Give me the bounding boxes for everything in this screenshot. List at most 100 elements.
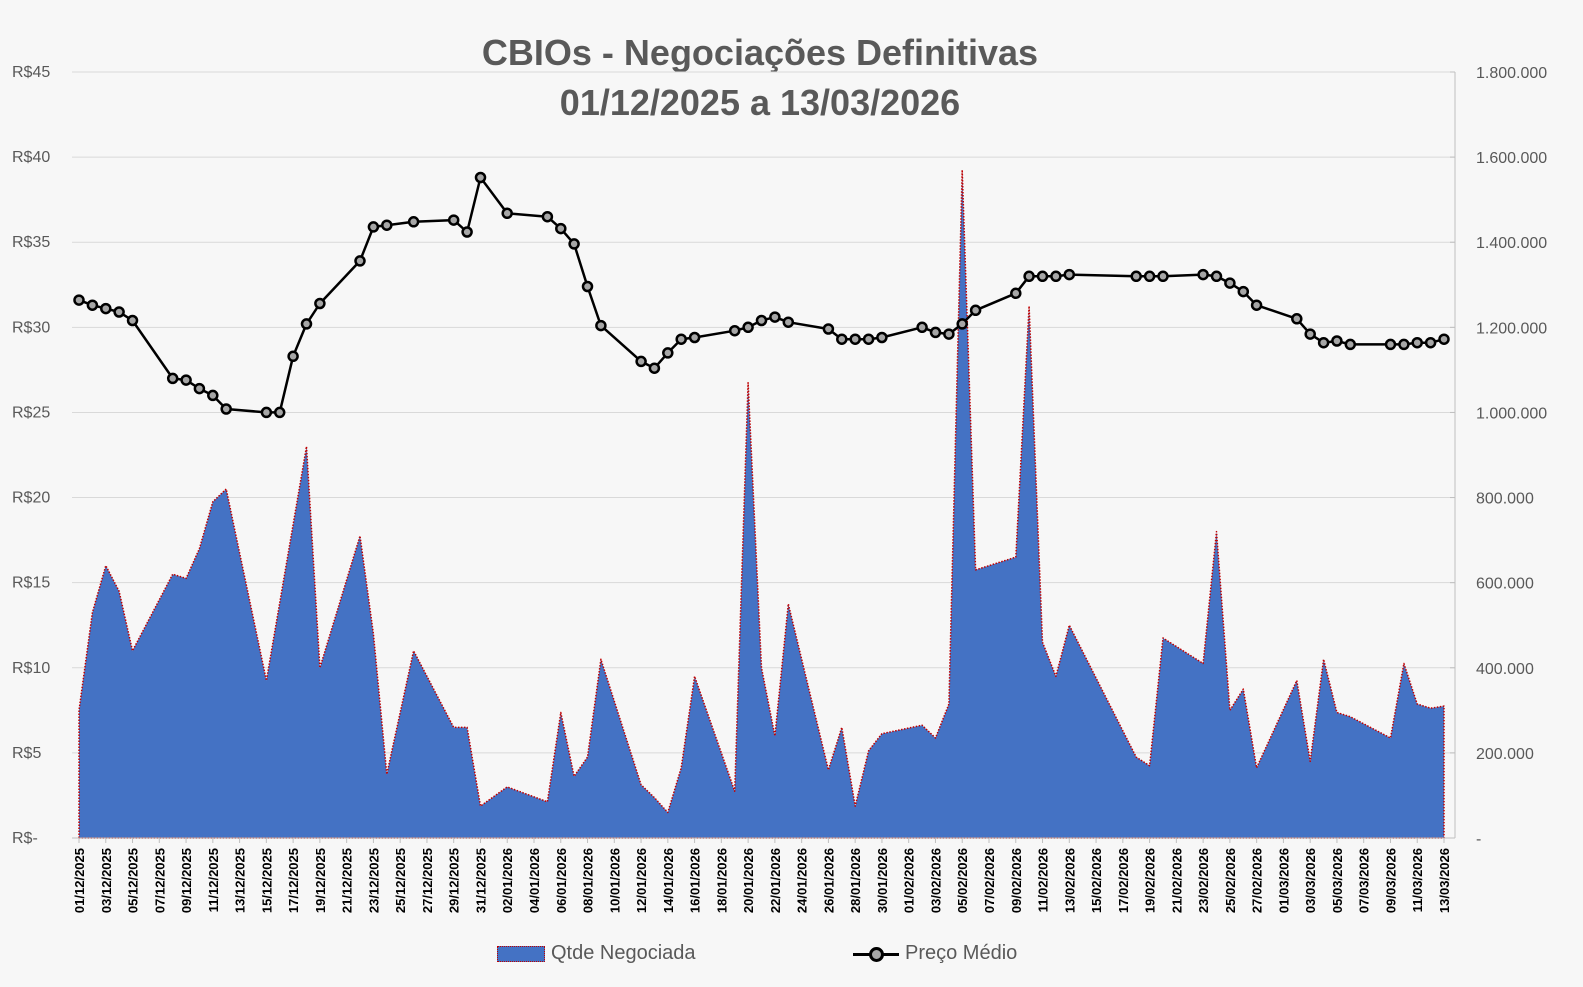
- x-tick-label: 13/12/2025: [233, 848, 248, 913]
- preco-medio-marker: [662, 347, 674, 359]
- preco-medio-marker: [1157, 270, 1169, 283]
- preco-medio-marker: [675, 333, 687, 345]
- chart-title: CBIOs - Negociações Definitivas: [481, 32, 1039, 73]
- preco-medio-marker: [1411, 336, 1423, 349]
- series-qtde-negociada-area: [78, 169, 1445, 839]
- x-tick-label: 03/03/2026: [1303, 848, 1318, 913]
- preco-medio-marker: [916, 321, 928, 334]
- x-tick-label: 25/02/2026: [1223, 848, 1238, 913]
- x-tick-label: 19/12/2025: [313, 848, 328, 913]
- x-tick-label: 17/12/2025: [286, 848, 301, 913]
- x-tick-label: 08/01/2026: [581, 848, 596, 913]
- x-tick-label: 18/01/2026: [714, 848, 729, 913]
- x-tick-label: 01/03/2026: [1276, 848, 1291, 913]
- x-tick-label: 05/12/2025: [126, 848, 141, 913]
- x-tick-label: 06/01/2026: [554, 848, 569, 913]
- preco-medio-marker: [1197, 268, 1209, 281]
- y-left-tick-label: R$45: [12, 64, 50, 81]
- preco-medio-marker: [354, 255, 366, 267]
- x-tick-label: 09/03/2026: [1383, 848, 1398, 913]
- preco-medio-marker: [1424, 336, 1437, 349]
- x-tick-label: 05/02/2026: [955, 848, 970, 913]
- preco-medio-marker: [943, 328, 955, 340]
- preco-medio-marker: [555, 222, 567, 235]
- preco-medio-marker: [501, 207, 513, 220]
- y-left-tick-label: R$25: [12, 404, 50, 421]
- x-tick-label: 28/01/2026: [848, 848, 863, 913]
- x-tick-label: 07/02/2026: [982, 848, 997, 913]
- preco-medio-marker: [166, 372, 179, 385]
- preco-medio-marker: [300, 318, 313, 330]
- legend-swatch-area: [497, 945, 545, 962]
- x-tick-label: 01/12/2025: [72, 848, 87, 913]
- preco-medio-marker: [193, 382, 206, 395]
- y-right-tick-label: -: [1476, 831, 1481, 848]
- y-left-tick-label: R$20: [12, 490, 50, 507]
- preco-medio-marker: [1130, 270, 1142, 283]
- preco-medio-marker: [1331, 335, 1343, 347]
- x-tick-label: 21/02/2026: [1169, 848, 1184, 913]
- preco-medio-marker: [1438, 333, 1450, 345]
- chart-title-block: CBIOs - Negociações Definitivas 01/12/20…: [0, 28, 1520, 128]
- y-left-tick-label: R$-: [12, 830, 38, 847]
- preco-medio-marker: [581, 280, 594, 293]
- x-tick-label: 15/12/2025: [259, 848, 274, 913]
- preco-medio-marker: [769, 311, 781, 323]
- legend: Qtde Negociada Preço Médio: [0, 942, 1583, 972]
- x-tick-label: 15/02/2026: [1089, 848, 1104, 913]
- x-tick-label: 23/02/2026: [1196, 848, 1211, 913]
- preco-medio-marker: [1050, 270, 1062, 283]
- x-tick-label: 11/12/2025: [206, 848, 221, 912]
- preco-medio-marker: [1010, 287, 1022, 300]
- preco-medio-marker: [474, 171, 487, 184]
- preco-line-layer: [73, 171, 1450, 419]
- preco-medio-marker: [822, 323, 835, 335]
- x-tick-label: 11/02/2026: [1036, 848, 1051, 912]
- preco-medio-marker: [969, 304, 982, 317]
- y-right-tick-label: 1.200.000: [1476, 320, 1547, 337]
- legend-label-qtde: Qtde Negociada: [551, 942, 696, 964]
- preco-medio-marker: [1291, 313, 1303, 325]
- x-tick-label: 10/01/2026: [607, 848, 622, 913]
- x-tick-label: 04/01/2026: [527, 848, 542, 913]
- legend-swatch-line: [853, 946, 899, 962]
- y-left-tick-label: R$30: [12, 319, 50, 336]
- preco-medio-marker: [100, 302, 112, 315]
- x-tick-label: 09/12/2025: [179, 848, 194, 913]
- preco-medio-marker: [260, 406, 273, 419]
- x-tick-label: 07/12/2025: [152, 848, 167, 913]
- x-tick-label: 13/03/2026: [1437, 848, 1452, 913]
- preco-medio-marker: [568, 238, 580, 250]
- preco-medio-marker: [849, 333, 861, 345]
- preco-medio-marker: [1023, 270, 1035, 283]
- y-right-tick-label: 800.000: [1476, 491, 1534, 508]
- x-tick-labels: 01/12/2025 03/12/2025 05/12/2025 07/12/2025…: [72, 838, 1452, 913]
- x-tick-label: 14/01/2026: [661, 848, 676, 913]
- x-tick-label: 03/02/2026: [928, 848, 943, 913]
- preco-medio-marker: [220, 403, 232, 415]
- preco-medio-marker: [648, 362, 661, 374]
- legend-label-preco: Preço Médio: [905, 942, 1018, 964]
- preco-medio-marker: [929, 326, 942, 339]
- x-tick-label: 29/12/2025: [447, 848, 462, 913]
- x-tick-label: 07/03/2026: [1357, 848, 1372, 913]
- preco-medio-marker: [367, 221, 380, 233]
- x-tick-label: 27/02/2026: [1250, 848, 1265, 913]
- x-tick-label: 31/12/2025: [473, 848, 488, 913]
- preco-medio-marker: [1224, 277, 1236, 289]
- preco-medio-marker: [73, 294, 85, 306]
- y-left-tick-label: R$10: [12, 660, 50, 677]
- y-left-tick-label: R$35: [12, 234, 50, 251]
- preco-medio-marker: [782, 316, 795, 328]
- preco-medio-marker: [688, 331, 701, 344]
- x-tick-label: 20/01/2026: [741, 848, 756, 913]
- preco-medio-marker: [1210, 270, 1223, 283]
- preco-medio-marker: [207, 389, 219, 402]
- preco-medio-marker: [1250, 299, 1263, 311]
- preco-medio-marker: [86, 299, 99, 311]
- y-left-tick-label: R$5: [12, 745, 41, 762]
- preco-medio-marker: [407, 216, 420, 228]
- preco-medio-marker: [314, 297, 326, 310]
- x-tick-label: 22/01/2026: [768, 848, 783, 913]
- x-tick-label: 27/12/2025: [420, 848, 435, 913]
